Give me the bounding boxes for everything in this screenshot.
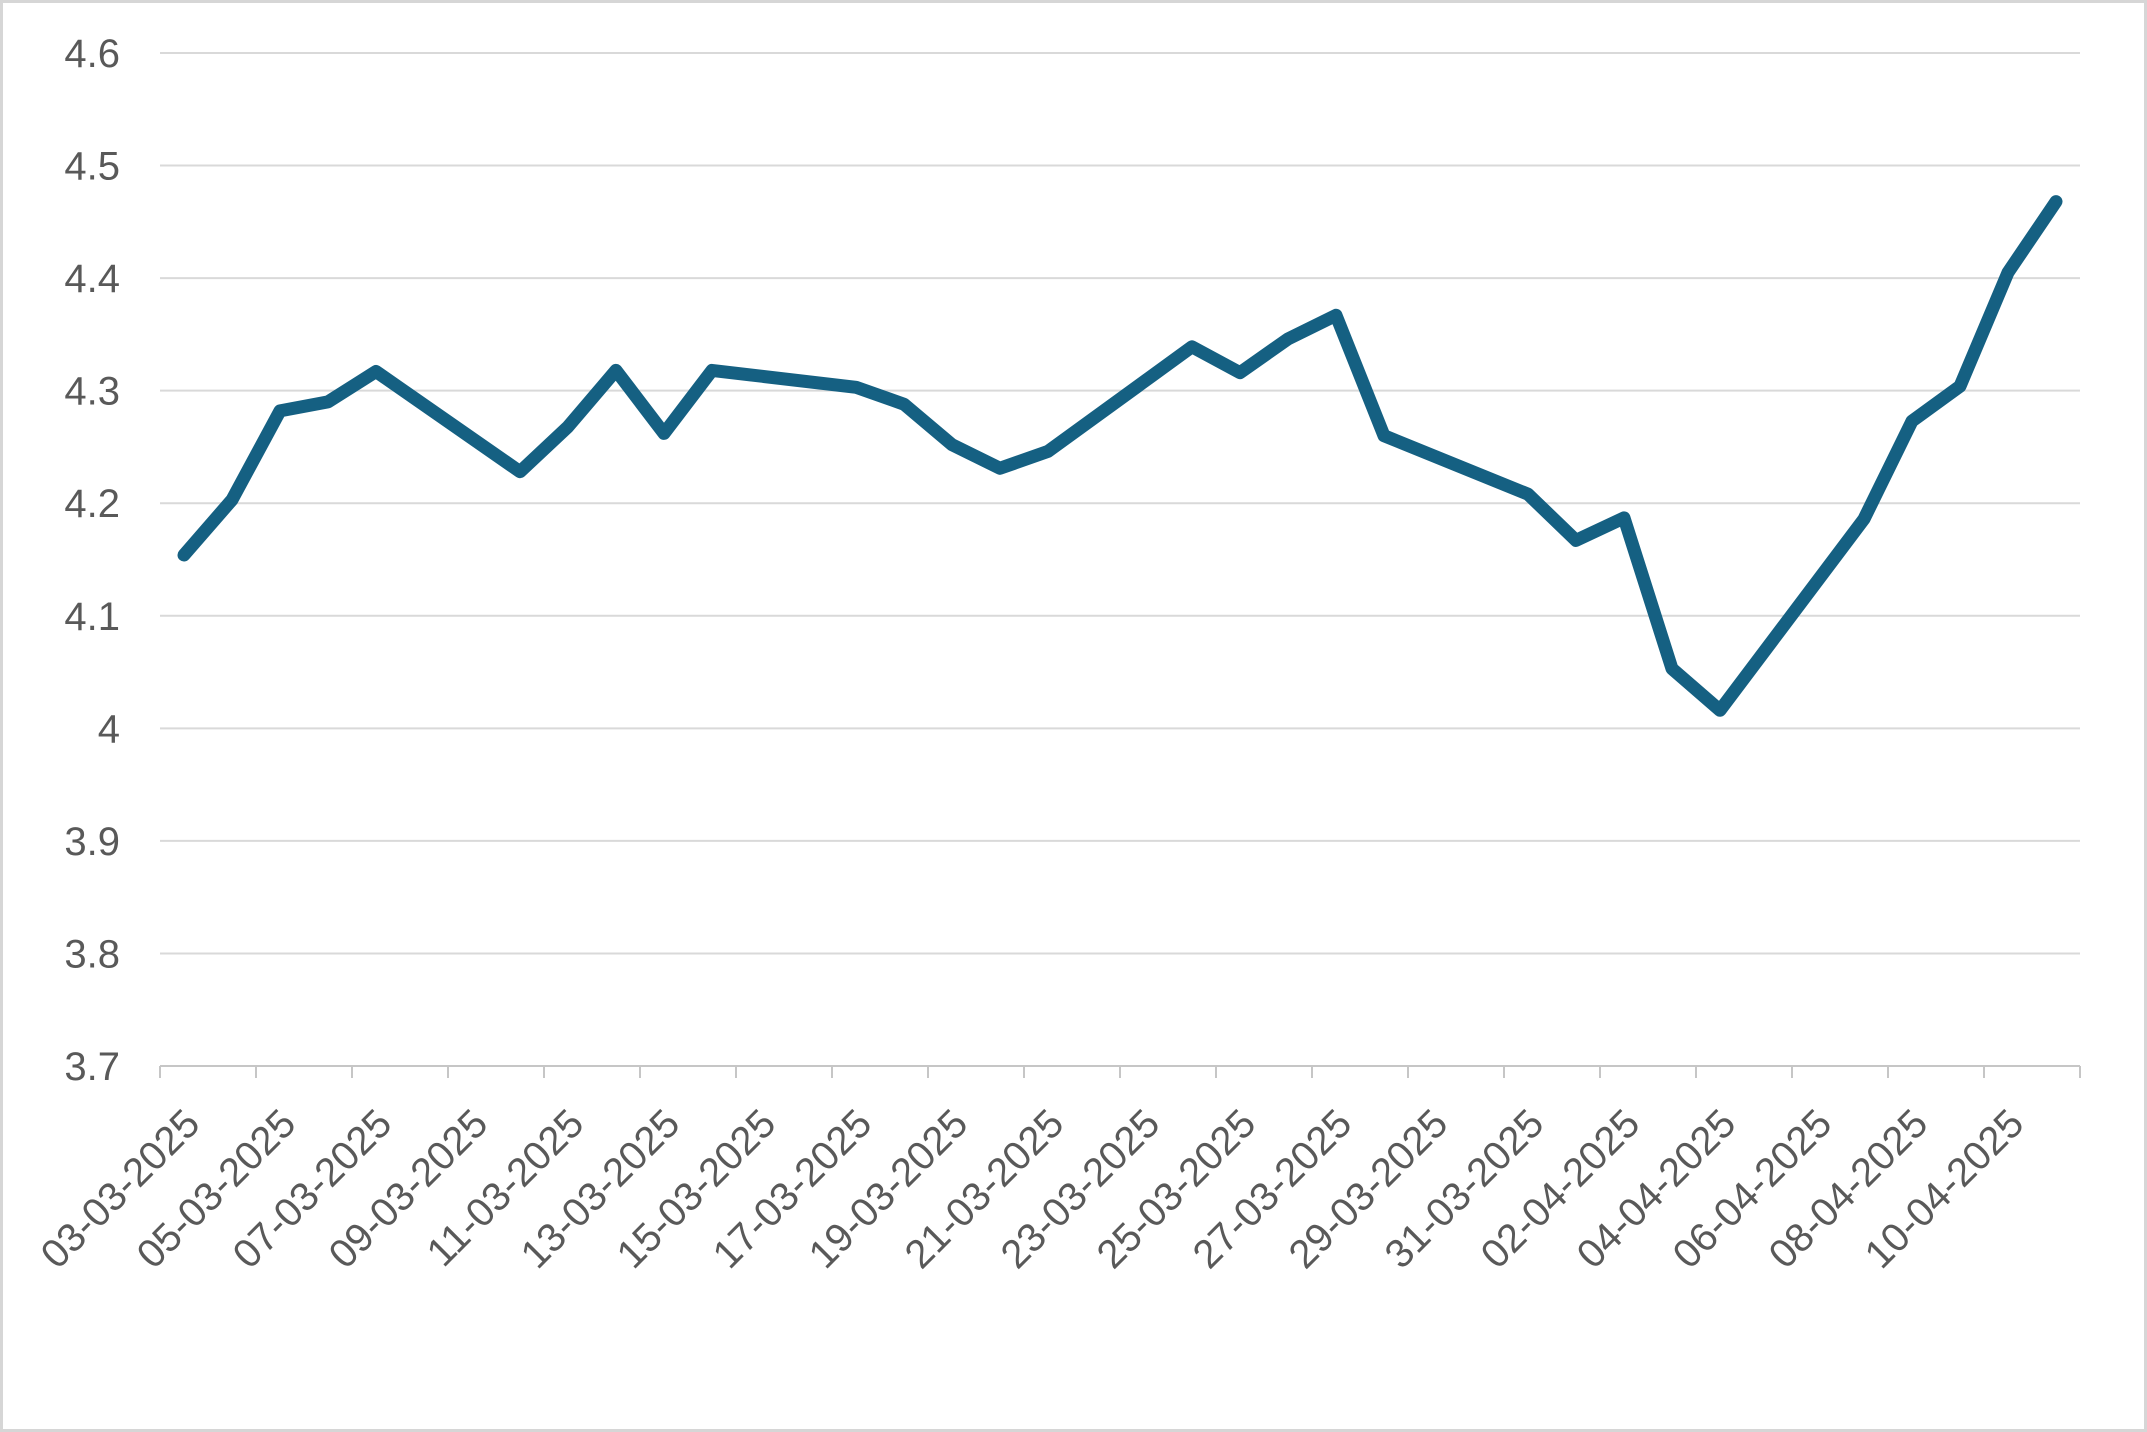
y-axis-tick-label: 3.8 [64,932,120,976]
y-axis-tick-label: 4.2 [64,482,120,526]
data-series-line [177,195,2063,717]
y-axis-tick-label: 3.7 [64,1045,120,1089]
y-axis-tick-label: 4.5 [64,145,120,189]
y-axis-tick-label: 4.1 [64,595,120,639]
line-chart: 4.64.54.44.34.24.143.93.83.703-03-202505… [33,32,2081,1277]
y-axis-tick-label: 4 [98,707,120,751]
y-axis-tick-label: 4.3 [64,370,120,414]
y-axis-tick-label: 3.9 [64,820,120,864]
y-axis-tick-label: 4.4 [64,257,120,301]
y-axis-tick-label: 4.6 [64,32,120,76]
